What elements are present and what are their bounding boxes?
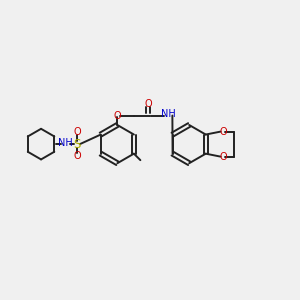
Text: O: O: [73, 152, 81, 161]
Text: O: O: [219, 127, 227, 136]
Text: O: O: [73, 127, 81, 137]
Text: S: S: [73, 138, 81, 151]
Text: O: O: [219, 152, 227, 162]
Text: NH: NH: [161, 109, 176, 119]
Text: NH: NH: [58, 138, 73, 148]
Text: O: O: [144, 99, 152, 110]
Text: O: O: [113, 110, 121, 121]
